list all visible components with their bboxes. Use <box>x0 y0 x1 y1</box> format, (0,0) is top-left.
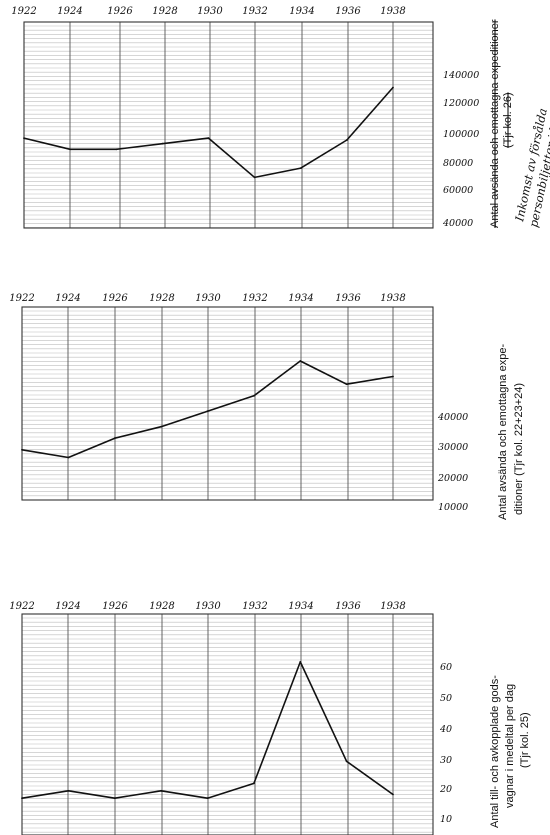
y-tick-label: 40000 <box>437 412 468 423</box>
x-tick-label: 1922 <box>11 6 36 17</box>
data-point <box>67 456 70 459</box>
data-point <box>69 148 71 151</box>
x-tick-label: 1926 <box>107 6 133 17</box>
x-tick-label: 1932 <box>242 601 267 612</box>
x-tick-label: 1926 <box>102 601 128 612</box>
x-tick-label: 1924 <box>55 601 80 612</box>
data-point <box>207 137 210 140</box>
y-tick-label: 100000 <box>443 129 479 140</box>
x-tick-label: 1924 <box>55 293 80 304</box>
y-tick-label: 10000 <box>438 502 468 513</box>
y-tick-label: 80000 <box>443 158 473 169</box>
data-point <box>23 137 25 140</box>
data-point <box>392 793 394 796</box>
plot-frame <box>23 21 434 229</box>
chart-passenger-income: 1922 1924 1926 1928 1930 1932 1934 1936 1938 1400… <box>11 6 550 229</box>
y-tick-label: 140000 <box>443 70 479 81</box>
y-axis-title-line3: (Tjr kol. 25) <box>519 712 531 768</box>
x-tick-label: 1936 <box>335 601 361 612</box>
x-tick-label: 1938 <box>380 293 405 304</box>
data-point <box>67 789 70 792</box>
x-tick-label: 1930 <box>195 293 221 304</box>
x-tick-label: 1934 <box>289 6 314 17</box>
data-point <box>160 789 163 792</box>
x-tick-label: 1928 <box>152 6 177 17</box>
y-tick-label: 60000 <box>443 185 473 196</box>
x-tick-label: 1934 <box>288 293 313 304</box>
x-tick-label: 1922 <box>9 293 34 304</box>
x-tick-label: 1938 <box>380 601 405 612</box>
data-point <box>115 148 118 151</box>
series-line <box>23 86 394 179</box>
series-line <box>21 360 394 459</box>
data-point <box>345 760 348 763</box>
y-axis-title-line2: vagnar i medeltal per dag <box>504 684 516 808</box>
data-point <box>113 797 116 800</box>
x-tick-label: 1932 <box>242 293 267 304</box>
x-tick-label: 1938 <box>380 6 405 17</box>
chart-expeditions: 1922 1924 1926 1928 1930 1932 1934 1936 1938 4000… <box>9 293 525 520</box>
x-tick-label: 1936 <box>335 293 361 304</box>
x-tick-label: 1934 <box>288 601 313 612</box>
y-tick-label: 20 <box>439 784 452 795</box>
x-tick-label: 1930 <box>195 601 221 612</box>
x-tick-label: 1924 <box>57 6 82 17</box>
y-tick-label: 60 <box>440 662 452 673</box>
data-point <box>299 661 302 663</box>
data-point <box>253 394 255 397</box>
x-tick-label: 1936 <box>335 6 361 17</box>
x-tick-label: 1932 <box>242 6 267 17</box>
data-point <box>206 410 209 413</box>
y-tick-label: 30000 <box>438 442 468 453</box>
data-point <box>161 142 164 145</box>
y-tick-label: 30 <box>440 755 452 766</box>
y-tick-label: 120000 <box>443 98 479 109</box>
data-point <box>253 782 255 785</box>
plot-frame <box>21 306 434 501</box>
chart-freight-wagons: 1922 1924 1926 1928 1930 1932 1934 1936 1938 60 50… <box>9 601 531 835</box>
x-tick-label: 1928 <box>149 601 174 612</box>
data-point <box>113 437 116 440</box>
data-point <box>346 139 348 141</box>
x-tick-label: 1928 <box>149 293 174 304</box>
data-point <box>21 448 23 451</box>
y-axis-title-line1: Antal till- och avkopplade gods- <box>489 675 501 828</box>
data-point <box>392 86 394 89</box>
data-point <box>253 176 256 179</box>
data-point <box>21 797 23 800</box>
data-point <box>299 167 302 170</box>
x-tick-label: 1922 <box>9 601 34 612</box>
y-tick-label: 40000 <box>442 218 473 229</box>
y-tick-label: 20000 <box>437 473 468 484</box>
y-tick-label: 40 <box>439 724 452 735</box>
plot-frame <box>21 613 434 835</box>
data-point <box>206 797 209 800</box>
y-tick-label: 10 <box>440 814 452 825</box>
data-point <box>160 425 163 428</box>
data-point <box>299 360 302 362</box>
y-axis-title-line1: Antal avsända och emottagna expe- <box>497 344 509 520</box>
data-point <box>392 375 394 378</box>
y-axis-title-line2: ditioner (Tjr kol. 22+23+24) <box>513 383 525 515</box>
x-tick-label: 1930 <box>197 6 223 17</box>
data-point <box>345 383 348 386</box>
x-tick-label: 1926 <box>102 293 128 304</box>
y-tick-label: 50 <box>440 693 452 704</box>
